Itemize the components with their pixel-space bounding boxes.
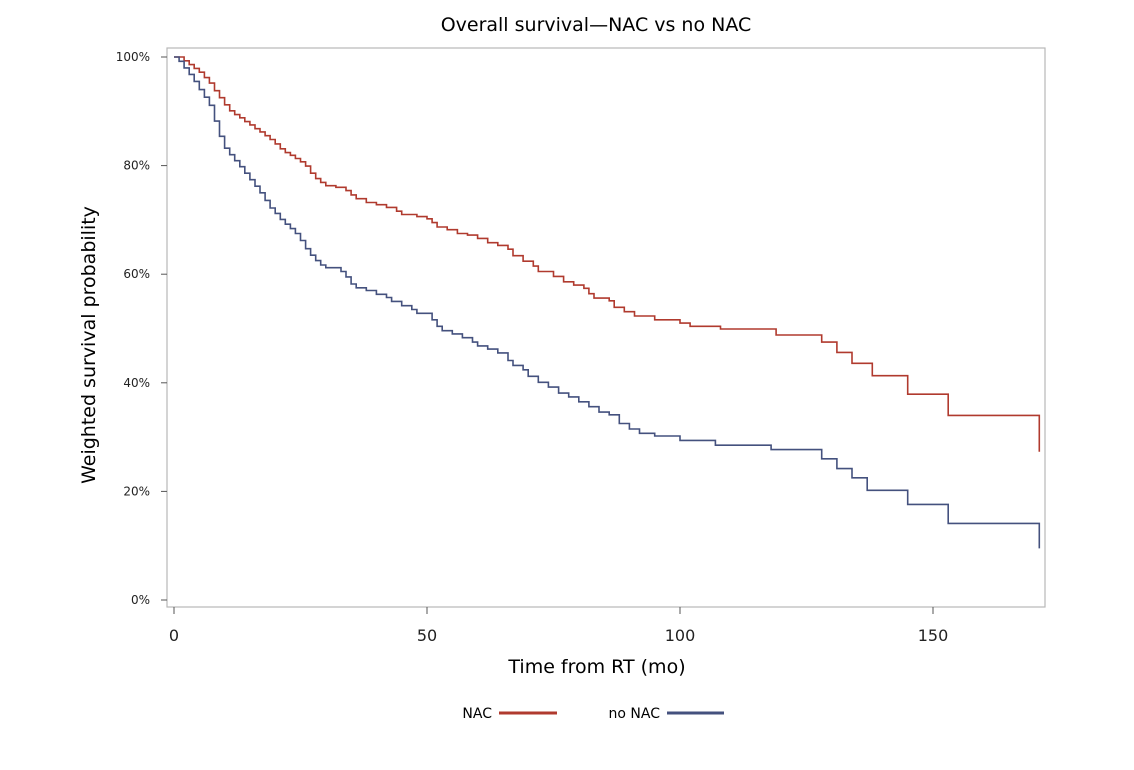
x-axis: 0 50 100 150: [169, 607, 948, 645]
x-tick-label: 50: [417, 626, 437, 645]
y-tick-label: 20%: [123, 484, 150, 498]
y-axis: 0% 20% 40% 60% 80% 100%: [116, 50, 167, 607]
x-tick-label: 150: [918, 626, 949, 645]
legend: NAC no NAC: [462, 706, 724, 722]
series-line-nac: [174, 56, 1041, 452]
series-layer: [174, 56, 1041, 549]
y-tick-label: 60%: [123, 267, 150, 281]
x-tick-label: 100: [665, 626, 696, 645]
y-tick-label: 0%: [131, 593, 150, 607]
y-tick-label: 40%: [123, 376, 150, 390]
y-tick-label: 80%: [123, 159, 150, 173]
chart-title: Overall survival—NAC vs no NAC: [440, 14, 752, 36]
legend-label: no NAC: [609, 706, 661, 722]
y-axis-label: Weighted survival probability: [78, 206, 100, 484]
x-axis-label: Time from RT (mo): [507, 656, 685, 678]
legend-label: NAC: [462, 706, 492, 722]
x-tick-label: 0: [169, 626, 179, 645]
plot-frame: [166, 47, 1046, 608]
series-line-no-nac: [174, 56, 1041, 549]
y-tick-label: 100%: [116, 50, 150, 64]
